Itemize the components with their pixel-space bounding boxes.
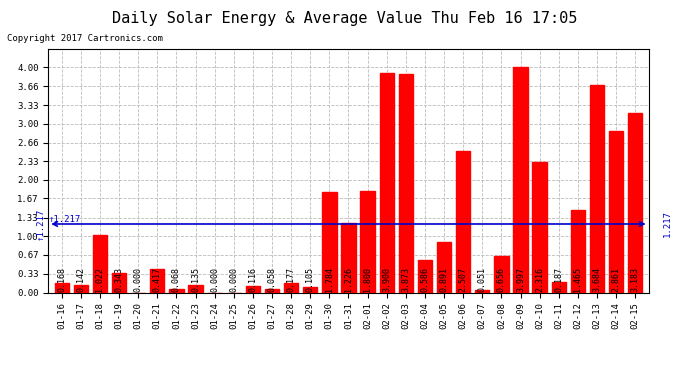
Bar	[112, 273, 126, 292]
Text: 0.105: 0.105	[306, 267, 315, 292]
Bar	[513, 68, 528, 292]
Bar	[265, 289, 279, 292]
Text: 3.873: 3.873	[402, 267, 411, 292]
Text: 3.684: 3.684	[593, 267, 602, 292]
Bar	[417, 260, 432, 292]
Bar	[188, 285, 203, 292]
Text: 2.861: 2.861	[611, 267, 620, 292]
Bar	[494, 256, 509, 292]
Bar	[92, 235, 107, 292]
Bar	[399, 75, 413, 292]
Text: 2.507: 2.507	[459, 267, 468, 292]
Bar	[360, 191, 375, 292]
Bar	[533, 162, 546, 292]
Bar	[246, 286, 260, 292]
Text: 0.068: 0.068	[172, 267, 181, 292]
Text: 1.800: 1.800	[363, 267, 372, 292]
Text: 0.000: 0.000	[210, 267, 219, 292]
Text: ↑1.217: ↑1.217	[36, 208, 45, 240]
Text: 0.417: 0.417	[152, 267, 161, 292]
Text: 1.217: 1.217	[662, 210, 671, 237]
Text: Daily Solar Energy & Average Value Thu Feb 16 17:05: Daily Solar Energy & Average Value Thu F…	[112, 11, 578, 26]
Text: 0.051: 0.051	[477, 267, 486, 292]
Text: 1.465: 1.465	[573, 267, 582, 292]
Text: 2.316: 2.316	[535, 267, 544, 292]
Bar	[571, 210, 585, 292]
Text: 0.168: 0.168	[57, 267, 66, 292]
Bar	[284, 282, 298, 292]
Text: 0.058: 0.058	[268, 267, 277, 292]
Bar	[590, 85, 604, 292]
Text: 1.022: 1.022	[95, 267, 104, 292]
Text: Copyright 2017 Cartronics.com: Copyright 2017 Cartronics.com	[7, 34, 163, 43]
Text: 1.226: 1.226	[344, 267, 353, 292]
Text: 3.900: 3.900	[382, 267, 391, 292]
Text: 0.116: 0.116	[248, 267, 257, 292]
Text: 0.891: 0.891	[440, 267, 449, 292]
Text: 3.183: 3.183	[631, 267, 640, 292]
Bar	[475, 290, 489, 292]
Text: 0.586: 0.586	[420, 267, 429, 292]
Text: ↑1.217: ↑1.217	[49, 215, 81, 224]
Bar	[437, 242, 451, 292]
Text: 0.187: 0.187	[554, 267, 563, 292]
Text: 1.784: 1.784	[325, 267, 334, 292]
Bar	[322, 192, 337, 292]
Bar	[551, 282, 566, 292]
Bar	[150, 269, 164, 292]
Bar	[74, 285, 88, 292]
Text: 0.135: 0.135	[191, 267, 200, 292]
Bar	[628, 113, 642, 292]
Bar	[342, 224, 355, 292]
Text: 0.177: 0.177	[286, 267, 295, 292]
Text: 0.000: 0.000	[229, 267, 238, 292]
Bar	[380, 73, 394, 292]
Bar	[609, 132, 623, 292]
Bar	[55, 283, 69, 292]
Text: 3.997: 3.997	[516, 267, 525, 292]
Text: 0.000: 0.000	[134, 267, 143, 292]
Text: 0.343: 0.343	[115, 267, 124, 292]
Text: 0.656: 0.656	[497, 267, 506, 292]
Bar	[169, 289, 184, 292]
Bar	[456, 152, 471, 292]
Text: 0.142: 0.142	[77, 267, 86, 292]
Bar	[303, 286, 317, 292]
